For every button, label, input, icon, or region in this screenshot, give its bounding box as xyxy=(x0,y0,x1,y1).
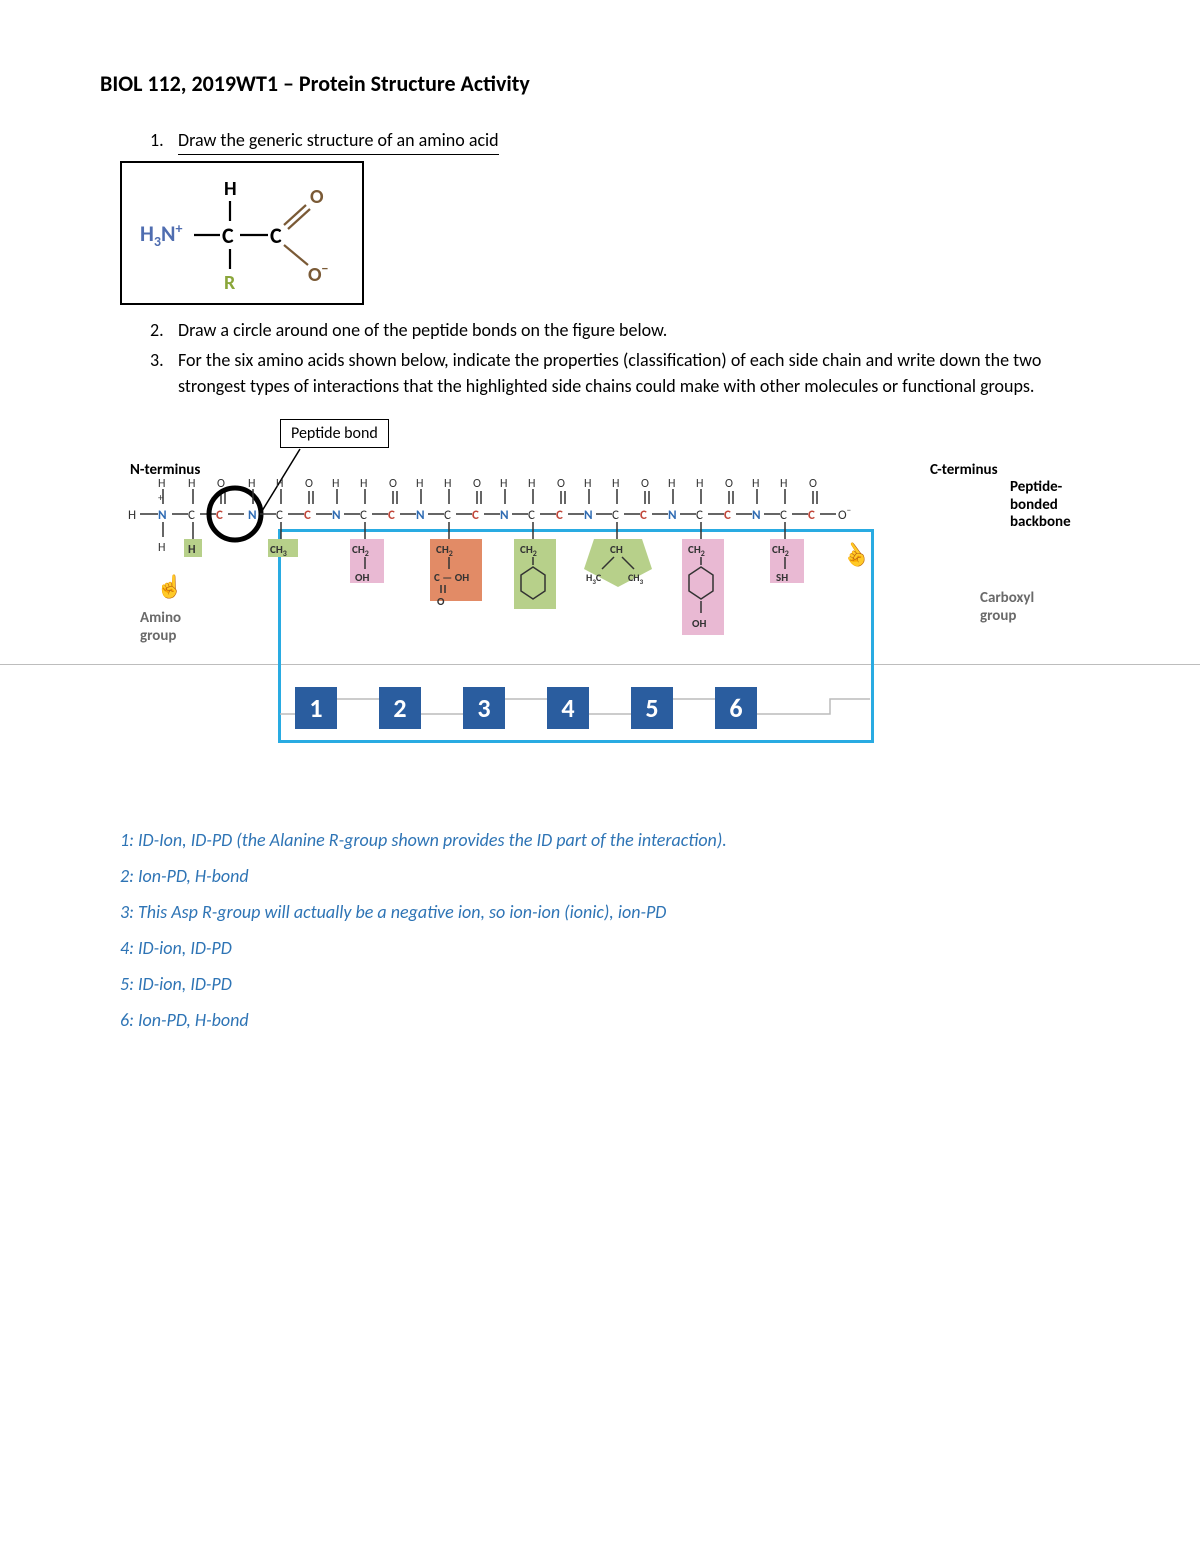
svg-text:C: C xyxy=(612,508,619,523)
svg-text:C: C xyxy=(780,508,787,523)
svg-text:H: H xyxy=(158,477,165,491)
answer-1: 1: ID-Ion, ID-PD (the Alanine R-group sh… xyxy=(120,829,1100,851)
answer-3: 3: This Asp R-group will actually be a n… xyxy=(120,901,1100,923)
answer-4: 4: ID-ion, ID-PD xyxy=(120,937,1100,959)
svg-text:C: C xyxy=(696,508,703,523)
svg-text:H: H xyxy=(158,541,165,555)
svg-text:H: H xyxy=(416,477,423,491)
svg-text:H: H xyxy=(248,477,255,491)
svg-text:O: O xyxy=(725,477,733,491)
svg-text:C: C xyxy=(360,508,367,523)
amino-acid-svg: H3N+ C H R C O O− xyxy=(122,163,362,303)
svg-text:O: O xyxy=(473,477,481,491)
svg-text:O: O xyxy=(557,477,565,491)
svg-text:C: C xyxy=(444,508,451,523)
svg-text:N: N xyxy=(668,508,677,523)
svg-text:H: H xyxy=(332,477,339,491)
svg-text:C: C xyxy=(188,508,195,523)
question-1: 1. Draw the generic structure of an amin… xyxy=(150,127,1100,155)
question-2: 2. Draw a circle around one of the pepti… xyxy=(150,317,1100,343)
svg-text:C: C xyxy=(528,508,535,523)
c-carboxyl-label: C xyxy=(270,222,282,249)
svg-text:C: C xyxy=(640,508,647,523)
q3-text: For the six amino acids shown below, ind… xyxy=(178,349,1041,397)
amino-acid-structure-box: H3N+ C H R C O O− xyxy=(120,161,364,305)
svg-text:OH: OH xyxy=(355,571,369,584)
svg-text:N: N xyxy=(752,508,761,523)
peptide-figure: Peptide bond N-terminus C-terminus Pepti… xyxy=(100,419,1100,759)
question-3: 3. For the six amino acids shown below, … xyxy=(150,347,1100,399)
svg-text:C: C xyxy=(388,508,395,523)
svg-text:C: C xyxy=(556,508,563,523)
svg-text:C — OH: C — OH xyxy=(434,571,469,584)
svg-text:C: C xyxy=(216,508,223,523)
q3-number: 3. xyxy=(150,347,164,373)
svg-text:O: O xyxy=(641,477,649,491)
svg-text:H: H xyxy=(668,477,675,491)
svg-text:H: H xyxy=(528,477,535,491)
svg-text:H: H xyxy=(752,477,759,491)
r-label: R xyxy=(224,271,236,295)
backbone-svg: H + N H H ☝ C H xyxy=(100,419,1100,759)
svg-text:N: N xyxy=(500,508,509,523)
svg-text:C: C xyxy=(276,508,283,523)
svg-text:H: H xyxy=(444,477,451,491)
residue-number-3: 3 xyxy=(463,687,505,729)
answer-5: 5: ID-ion, ID-PD xyxy=(120,973,1100,995)
svg-text:☝: ☝ xyxy=(156,573,183,600)
svg-text:SH: SH xyxy=(776,571,788,584)
question-list: 1. Draw the generic structure of an amin… xyxy=(100,127,1100,155)
residue-number-5: 5 xyxy=(631,687,673,729)
o-neg-label: O− xyxy=(308,260,329,287)
residue-number-1: 1 xyxy=(295,687,337,729)
answer-6: 6: Ion-PD, H-bond xyxy=(120,1009,1100,1031)
svg-text:C: C xyxy=(808,508,815,523)
residue-number-4: 4 xyxy=(547,687,589,729)
svg-text:H: H xyxy=(780,477,787,491)
svg-text:H: H xyxy=(188,543,196,557)
svg-text:H: H xyxy=(276,477,283,491)
residue-number-2: 2 xyxy=(379,687,421,729)
svg-text:N: N xyxy=(584,508,593,523)
answer-2: 2: Ion-PD, H-bond xyxy=(120,865,1100,887)
residue-number-6: 6 xyxy=(715,687,757,729)
q1-number: 1. xyxy=(150,127,164,153)
c-alpha-label: C xyxy=(222,222,234,249)
svg-text:☝: ☝ xyxy=(836,536,874,574)
svg-text:C: C xyxy=(472,508,479,523)
o-double-label: O xyxy=(310,185,324,209)
svg-text:N: N xyxy=(248,508,257,523)
page-title: BIOL 112, 2019WT1 – Protein Structure Ac… xyxy=(100,70,1100,97)
svg-text:H: H xyxy=(128,508,136,523)
q1-text: Draw the generic structure of an amino a… xyxy=(178,127,499,155)
svg-text:H: H xyxy=(500,477,507,491)
svg-text:O: O xyxy=(389,477,397,491)
q2-number: 2. xyxy=(150,317,164,343)
svg-text:N: N xyxy=(158,508,167,523)
q2-text: Draw a circle around one of the peptide … xyxy=(178,319,667,341)
svg-text:H: H xyxy=(360,477,367,491)
svg-text:OH: OH xyxy=(692,617,706,630)
svg-text:O: O xyxy=(437,595,445,608)
question-list-2: 2. Draw a circle around one of the pepti… xyxy=(100,317,1100,399)
svg-text:O: O xyxy=(305,477,313,491)
svg-text:H: H xyxy=(584,477,591,491)
svg-text:C: C xyxy=(304,508,311,523)
svg-text:N: N xyxy=(332,508,341,523)
svg-text:C: C xyxy=(724,508,731,523)
answers-list: 1: ID-Ion, ID-PD (the Alanine R-group sh… xyxy=(100,829,1100,1031)
h-top-label: H xyxy=(224,177,237,201)
svg-text:H: H xyxy=(612,477,619,491)
svg-text:CH: CH xyxy=(610,543,623,556)
svg-text:H: H xyxy=(188,477,195,491)
svg-text:N: N xyxy=(416,508,425,523)
svg-text:H: H xyxy=(696,477,703,491)
h3n-label: H3N+ xyxy=(140,220,183,250)
svg-text:O−: O− xyxy=(838,505,851,523)
svg-text:O: O xyxy=(809,477,817,491)
